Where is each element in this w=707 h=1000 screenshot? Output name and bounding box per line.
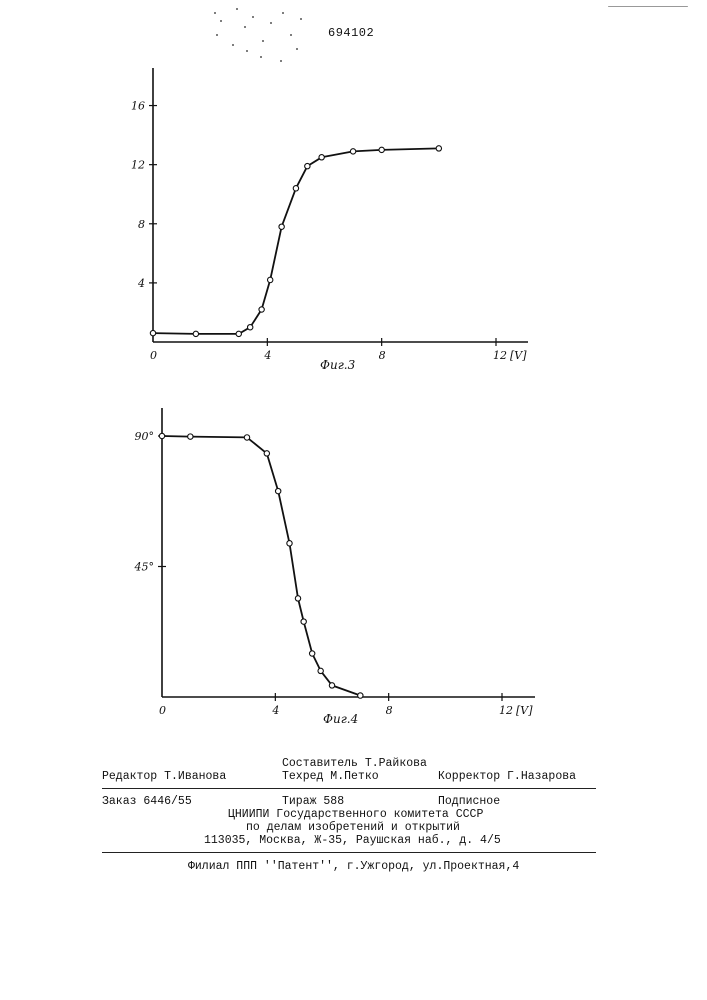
x-tick-label: 0 [159,704,166,717]
order-line: Заказ 6446/55 [102,795,192,808]
x-tick-label: 12 [499,704,513,717]
divider [102,788,596,789]
institute-line: ЦНИИПИ Государственного комитета СССР [228,808,483,821]
y-tick-label: 45° [134,561,155,574]
data-point [301,619,306,624]
data-point [358,693,363,698]
data-point [244,435,249,440]
data-point [309,651,314,656]
figure-4-caption: Фиг.4 [323,712,358,726]
x-tick-label: 8 [386,704,393,717]
divider [102,852,596,853]
data-point [318,668,323,673]
compiler-line: Составитель Т.Райкова [282,757,427,770]
corrector-line: Корректор Г.Назарова [438,770,576,783]
data-point [329,683,334,688]
address-line: 113035, Москва, Ж-35, Раушская наб., д. … [204,834,501,847]
subscription-line: Подписное [438,795,500,808]
y-tick-label: 90° [135,430,155,443]
data-point [159,433,164,438]
branch-line: Филиал ППП ''Патент'', г.Ужгород, ул.Про… [188,860,519,873]
data-point [275,488,280,493]
institute-line-2: по делам изобретений и открытий [246,821,460,834]
editor-line: Редактор Т.Иванова [102,770,226,783]
data-point [295,596,300,601]
data-point [287,541,292,546]
x-tick-label: 4 [271,704,279,717]
data-curve [162,436,360,696]
x-axis-label: [V] [516,704,533,717]
data-point [264,451,269,456]
circulation-line: Тираж 588 [282,795,344,808]
data-point [188,434,193,439]
techred-line: Техред М.Петко [282,770,379,783]
